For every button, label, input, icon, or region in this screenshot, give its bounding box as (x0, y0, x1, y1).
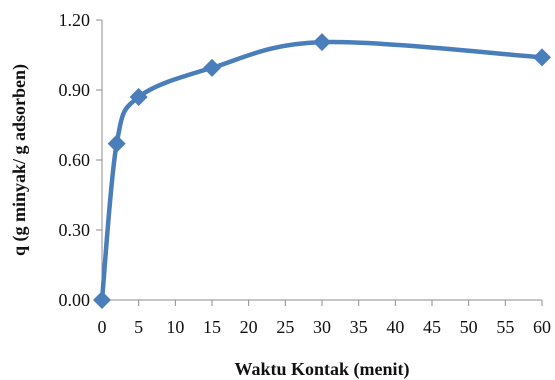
x-tick-label: 25 (276, 317, 294, 337)
data-point-marker (203, 58, 221, 77)
y-tick-label: 0.90 (59, 80, 91, 100)
x-ticks: 0 5 10 15 20 25 30 35 40 45 50 55 60 (98, 300, 551, 337)
y-tick-label: 0.60 (59, 150, 91, 170)
data-point-marker (533, 48, 551, 67)
y-axis-title: q (g minyak/ g adsorben) (9, 64, 30, 256)
x-tick-label: 50 (460, 317, 478, 337)
data-point-marker (93, 291, 111, 309)
x-tick-label: 20 (240, 317, 258, 337)
data-markers (93, 33, 551, 309)
data-point-marker (313, 33, 331, 52)
data-point-marker (107, 134, 126, 153)
y-tick-label: 1.20 (59, 10, 91, 30)
x-tick-label: 45 (423, 317, 441, 337)
x-tick-label: 0 (98, 317, 107, 337)
y-ticks: 0.00 0.30 0.60 0.90 1.20 (59, 10, 102, 310)
plot-area: 0.00 0.30 0.60 0.90 1.20 0 5 10 15 20 25 30 35 40 45 5… (59, 10, 551, 337)
y-tick-label: 0.30 (59, 220, 91, 240)
x-tick-label: 40 (386, 317, 404, 337)
series-line (99, 39, 545, 303)
y-tick-label: 0.00 (59, 290, 91, 310)
x-tick-label: 10 (166, 317, 184, 337)
x-tick-label: 30 (313, 317, 331, 337)
x-tick-label: 35 (350, 317, 368, 337)
x-tick-label: 5 (134, 317, 143, 337)
x-axis-title: Waktu Kontak (menit) (234, 359, 409, 380)
x-tick-label: 60 (533, 317, 551, 337)
x-tick-label: 15 (203, 317, 221, 337)
data-point-marker (129, 88, 148, 106)
x-tick-label: 55 (496, 317, 514, 337)
